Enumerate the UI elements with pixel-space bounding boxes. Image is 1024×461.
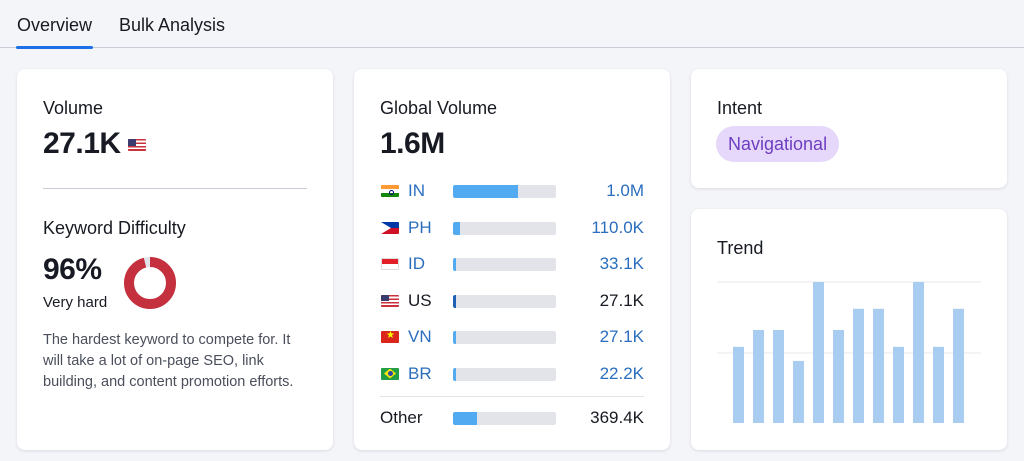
country-bar-track <box>453 331 556 344</box>
in-flag-icon <box>381 185 399 197</box>
volume-value: 27.1K <box>43 127 121 160</box>
trend-bar[interactable] <box>833 329 844 423</box>
global-volume-value: 1.6M <box>380 127 445 160</box>
id-flag-icon <box>381 258 399 270</box>
country-bar-fill <box>453 258 457 271</box>
country-code[interactable]: ID <box>408 254 425 273</box>
country-row-other: Other 369.4K <box>380 407 650 429</box>
country-code[interactable]: VN <box>408 327 432 346</box>
vn-flag-icon <box>381 331 399 343</box>
volume-divider <box>43 188 307 189</box>
country-value[interactable]: 27.1K <box>599 327 644 346</box>
country-bar-track <box>453 258 556 271</box>
country-value[interactable]: 22.2K <box>599 363 644 383</box>
country-bar-fill <box>453 185 518 198</box>
country-code[interactable]: BR <box>408 363 432 383</box>
country-row-ph: PH 110.0K <box>380 217 650 239</box>
trend-bar[interactable] <box>933 346 944 423</box>
country-row-vn: VN 27.1K <box>380 326 650 348</box>
country-bar-fill <box>453 331 457 344</box>
country-value: 27.1K <box>599 290 644 310</box>
country-bar-track <box>453 185 556 198</box>
trend-bar[interactable] <box>953 308 964 423</box>
trend-bar[interactable] <box>733 346 744 423</box>
country-code[interactable]: PH <box>408 217 432 237</box>
trend-label: Trend <box>717 238 764 258</box>
country-value[interactable]: 1.0M <box>606 181 644 200</box>
other-bar-track <box>453 412 556 425</box>
country-bar-fill <box>453 367 457 381</box>
volume-label: Volume <box>43 98 104 118</box>
country-row-in: IN 1.0M <box>380 180 650 202</box>
trend-bar[interactable] <box>873 308 884 423</box>
tab-bulk-analysis[interactable]: Bulk Analysis <box>119 15 226 35</box>
country-divider <box>380 396 644 397</box>
volume-card <box>17 69 333 450</box>
us-flag-icon <box>381 294 399 307</box>
donut-arc <box>124 257 176 309</box>
country-bar-track <box>453 367 556 381</box>
keyword-difficulty-level: Very hard <box>43 294 108 311</box>
country-bar-fill <box>453 294 457 308</box>
country-row-us: US 27.1K <box>380 290 650 312</box>
ph-flag-icon <box>381 221 399 234</box>
country-bar-track <box>453 221 556 235</box>
country-bar-track <box>453 294 556 308</box>
tab-bar: Overview Bulk Analysis <box>0 0 1024 49</box>
country-code: US <box>408 290 432 310</box>
trend-bar[interactable] <box>753 329 764 423</box>
trend-chart <box>717 281 981 423</box>
intent-label: Intent <box>717 98 763 118</box>
keyword-difficulty-value: 96% <box>43 253 102 286</box>
trend-bar[interactable] <box>813 282 824 423</box>
trend-bar[interactable] <box>893 346 904 423</box>
keyword-difficulty-donut <box>124 257 176 309</box>
trend-bar[interactable] <box>853 308 864 423</box>
trend-bar[interactable] <box>773 329 784 423</box>
intent-badge[interactable]: Navigational <box>716 126 840 162</box>
us-flag-icon <box>128 139 146 151</box>
country-value[interactable]: 110.0K <box>591 217 644 237</box>
country-value[interactable]: 33.1K <box>599 254 644 273</box>
br-flag-icon <box>381 367 399 380</box>
tab-overview[interactable]: Overview <box>15 15 94 49</box>
country-row-id: ID 33.1K <box>380 253 650 275</box>
other-value: 369.4K <box>590 408 644 427</box>
trend-bar[interactable] <box>793 360 804 423</box>
other-bar-fill <box>453 412 477 425</box>
trend-bar[interactable] <box>913 282 924 423</box>
other-label: Other <box>380 408 423 427</box>
keyword-difficulty-description: The hardest keyword to compete for. It w… <box>43 332 294 390</box>
country-bar-fill <box>453 221 461 235</box>
country-row-br: BR 22.2K <box>380 363 650 385</box>
keyword-difficulty-label: Keyword Difficulty <box>43 218 186 238</box>
country-code[interactable]: IN <box>408 181 425 200</box>
global-volume-label: Global Volume <box>380 98 498 118</box>
